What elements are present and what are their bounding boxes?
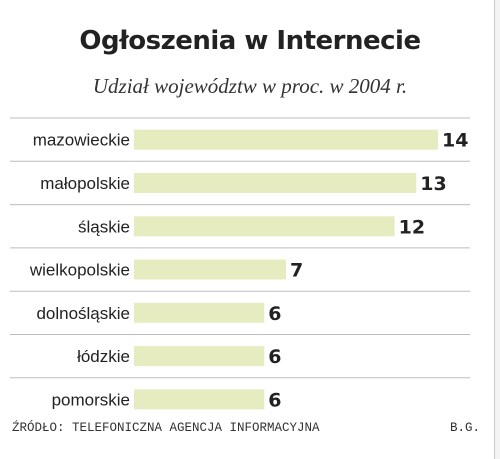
category-label: małopolskie — [40, 174, 130, 193]
bar-3 — [134, 259, 286, 280]
bar-5 — [134, 346, 265, 367]
bar-4 — [134, 302, 265, 323]
category-label: śląskie — [78, 217, 130, 236]
value-label: 7 — [290, 260, 303, 282]
author-credit: B.G. — [449, 421, 480, 435]
category-label: wielkopolskie — [29, 261, 130, 280]
value-label: 12 — [399, 216, 425, 238]
source-note: ŹRÓDŁO: TELEFONICZNA AGENCJA INFORMACYJN… — [12, 421, 320, 435]
page-edge — [494, 0, 500, 459]
value-label: 6 — [268, 346, 281, 368]
chart-title: Ogłoszenia w Internecie — [79, 26, 421, 56]
bar-6 — [134, 389, 265, 410]
value-label: 6 — [268, 389, 281, 411]
category-label: pomorskie — [52, 390, 130, 409]
bar-0 — [134, 129, 438, 150]
category-label: dolnośląskie — [36, 304, 130, 323]
value-label: 13 — [420, 173, 446, 195]
category-label: łódzkie — [77, 347, 130, 366]
value-label: 14 — [442, 130, 468, 152]
bar-2 — [134, 216, 395, 237]
bar-1 — [134, 173, 417, 193]
category-label: mazowieckie — [33, 131, 130, 150]
value-label: 6 — [268, 303, 281, 325]
chart-subtitle: Udział województw w proc. w 2004 r. — [92, 74, 408, 98]
